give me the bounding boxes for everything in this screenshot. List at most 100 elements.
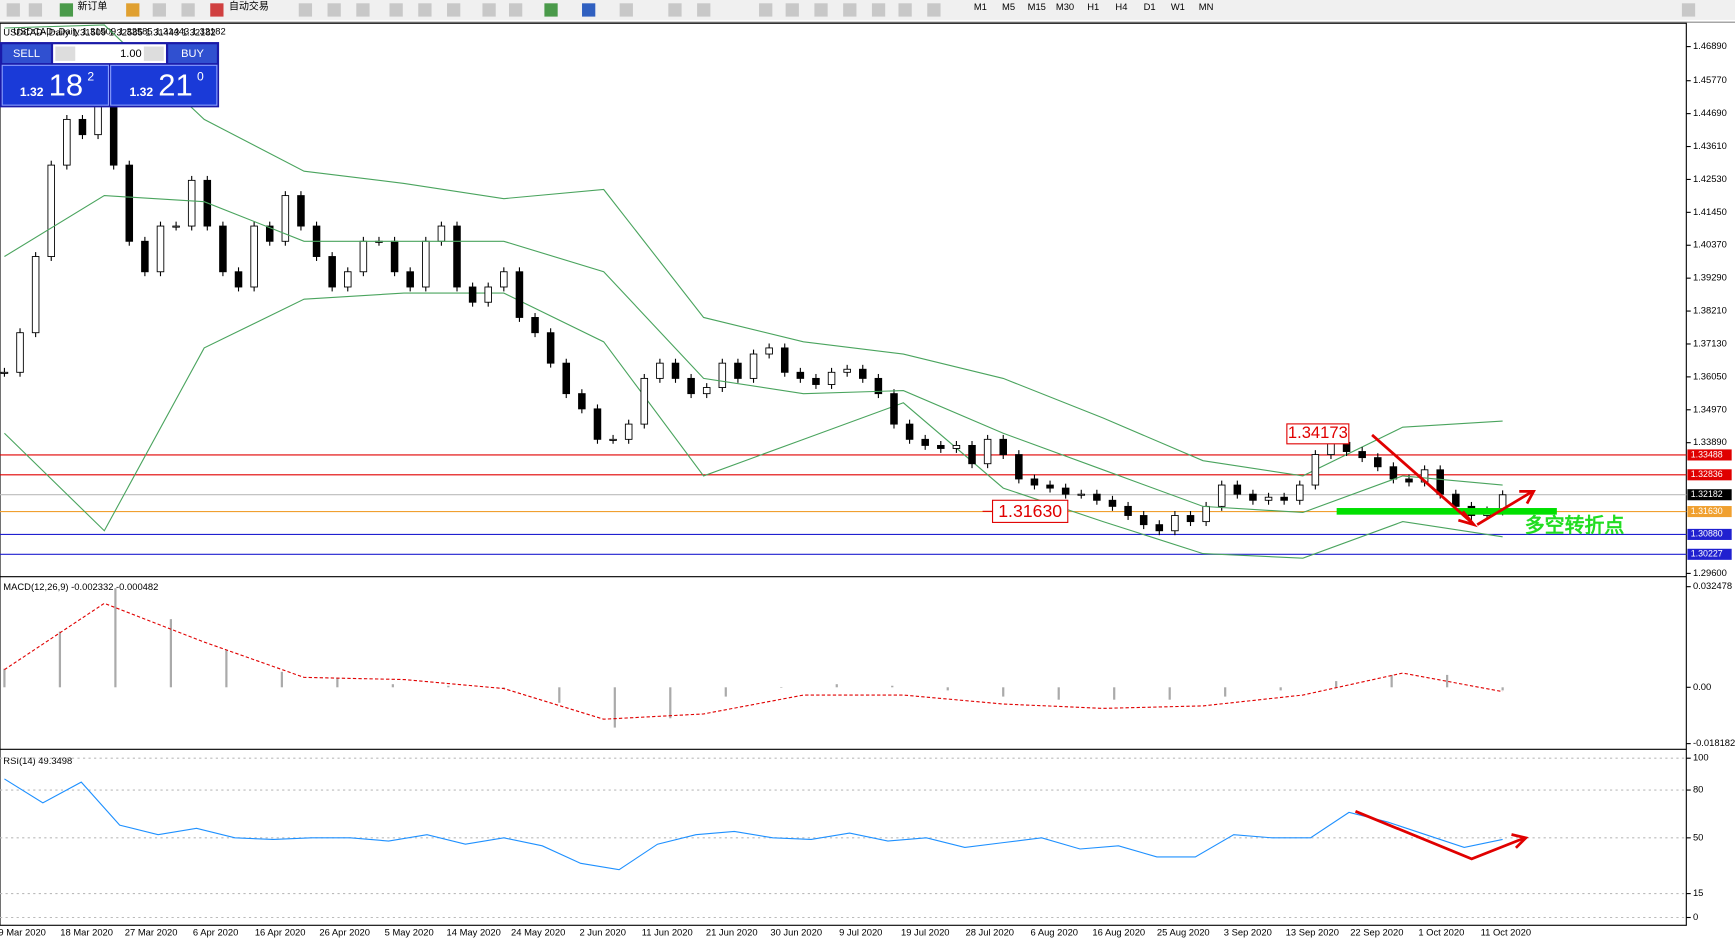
candle (1093, 493, 1101, 501)
lots-up[interactable] (143, 46, 164, 61)
candle (968, 444, 976, 465)
auto-trading-button[interactable]: 自动交易 (229, 0, 269, 12)
timeframe-button[interactable]: D1 (1144, 1, 1156, 12)
timeframe-button[interactable]: W1 (1171, 1, 1185, 12)
ask-box[interactable] (110, 64, 218, 106)
candle (1171, 515, 1179, 532)
ask-big: 1.32 (129, 85, 153, 99)
x-tick-label: 11 Oct 2020 (1481, 927, 1531, 938)
candle (765, 347, 773, 355)
lots-value[interactable]: 1.00 (120, 48, 142, 60)
candle (687, 377, 695, 395)
macd-bar (1113, 687, 1116, 700)
candle (297, 195, 305, 227)
candle (702, 387, 711, 395)
buy-label[interactable]: BUY (181, 48, 204, 60)
candle (905, 423, 914, 440)
candle (796, 371, 805, 379)
macd-bar (1057, 687, 1060, 700)
price-level-tag (1687, 528, 1732, 540)
candle (0, 371, 9, 374)
pivot-zone (1336, 508, 1557, 515)
candle (390, 240, 399, 273)
timeframe-button[interactable]: M15 (1028, 1, 1046, 12)
candle (531, 317, 539, 334)
macd-bar (1168, 687, 1171, 700)
x-tick-label: 16 Aug 2020 (1092, 927, 1145, 938)
y-tick-label: 15 (1693, 887, 1703, 898)
candle (234, 271, 243, 288)
candle (1280, 496, 1288, 501)
candle (1374, 457, 1382, 468)
candle (1030, 478, 1039, 486)
macd-bar (169, 619, 173, 688)
macd-bar (613, 687, 616, 728)
timeframe-button[interactable]: H1 (1087, 1, 1099, 12)
candle (1061, 487, 1070, 495)
macd-bar (669, 687, 672, 719)
candle (78, 118, 87, 136)
bollinger-upper (4, 24, 1503, 477)
level-annotation: 1.31630 (998, 501, 1062, 521)
price-level-label: 1.31630 (1691, 506, 1723, 516)
macd-bar (1224, 687, 1227, 697)
lots-input[interactable] (53, 44, 166, 64)
macd-bar (58, 631, 62, 688)
candle (94, 103, 102, 136)
x-tick-label: 26 Apr 2020 (319, 927, 370, 938)
candle (827, 371, 836, 385)
macd-bar (336, 678, 339, 688)
y-tick-label: 1.33890 (1693, 436, 1727, 447)
candle (328, 256, 336, 288)
macd-bar (891, 685, 894, 688)
macd-bar (1390, 674, 1393, 688)
candle (593, 408, 602, 440)
candle (734, 362, 742, 379)
rsi-panel: RSI(14) 49.3498 100 80 50 15 0 (0, 752, 1709, 922)
price-level-tag (1687, 469, 1732, 481)
x-tick-label: 2 Jun 2020 (579, 927, 625, 938)
candle (1452, 493, 1460, 507)
timeframe-button[interactable]: MN (1199, 1, 1214, 12)
x-tick-label: 19 Jul 2020 (901, 927, 950, 938)
bid-box[interactable] (1, 64, 109, 106)
macd-bar (3, 668, 6, 688)
candle (219, 225, 227, 273)
candle (671, 362, 680, 379)
candle (31, 256, 40, 334)
indicator-title: MACD(12,26,9) -0.002332 -0.000482 (3, 581, 158, 592)
candle (47, 164, 56, 257)
timeframe-button[interactable]: M5 (1002, 1, 1015, 12)
y-tick-label: 1.45770 (1693, 74, 1727, 85)
pivot-annotation: 多空转折点 (1525, 513, 1625, 537)
y-tick-label: 1.37130 (1693, 337, 1727, 348)
candle (1405, 478, 1413, 483)
y-tick-label: 100 (1693, 752, 1709, 763)
timeframe-button[interactable]: M30 (1056, 1, 1074, 12)
candle (16, 332, 24, 373)
price-level-tag (1687, 548, 1732, 560)
ask-pip: 0 (197, 70, 204, 84)
bid-figure: 18 (49, 68, 83, 103)
y-tick-label: 1.42530 (1693, 173, 1727, 184)
new-order-button[interactable]: 新订单 (77, 0, 107, 12)
candle (63, 118, 71, 166)
candle (937, 444, 945, 449)
toolbar (0, 0, 1735, 20)
y-tick-label: 1.44690 (1693, 107, 1727, 118)
macd-bar (835, 684, 838, 688)
y-tick-label: -0.018182 (1693, 737, 1735, 748)
candle (999, 438, 1007, 456)
macd-bar (447, 685, 450, 688)
macd-bar (391, 684, 394, 688)
sell-button[interactable] (2, 44, 51, 64)
timeframe-button[interactable]: H4 (1115, 1, 1127, 12)
y-tick-label: 0.00 (1693, 681, 1711, 692)
buy-button[interactable] (168, 44, 217, 64)
price-level-tag (1687, 449, 1732, 461)
candle (172, 225, 180, 228)
sell-label[interactable]: SELL (13, 48, 40, 60)
lots-down[interactable] (55, 46, 76, 61)
candle (749, 353, 758, 379)
timeframe-button[interactable]: M1 (974, 1, 987, 12)
